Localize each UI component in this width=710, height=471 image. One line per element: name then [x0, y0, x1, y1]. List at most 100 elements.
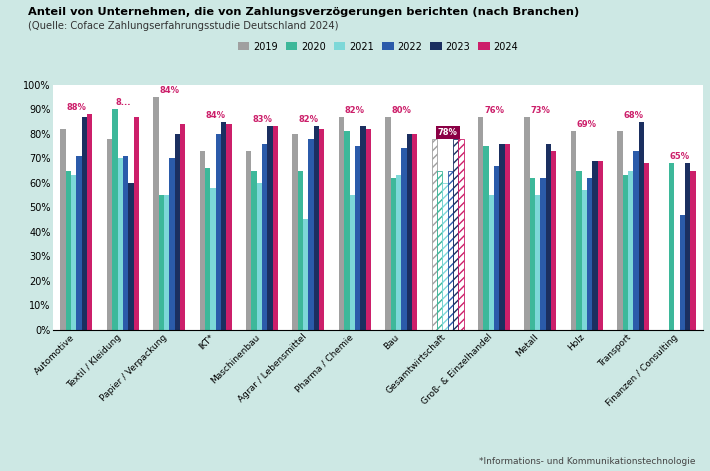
- Bar: [540, 178, 546, 330]
- Bar: [349, 195, 355, 330]
- Bar: [355, 146, 360, 330]
- Bar: [133, 117, 139, 330]
- Text: 68%: 68%: [623, 111, 643, 120]
- Bar: [314, 126, 319, 330]
- Bar: [262, 144, 268, 330]
- Bar: [581, 190, 587, 330]
- Bar: [412, 134, 417, 330]
- Bar: [106, 138, 112, 330]
- Bar: [175, 134, 180, 330]
- Bar: [546, 144, 551, 330]
- Bar: [226, 124, 231, 330]
- Text: 73%: 73%: [530, 106, 550, 114]
- Bar: [129, 183, 133, 330]
- Bar: [551, 151, 557, 330]
- Bar: [401, 148, 407, 330]
- Bar: [628, 171, 633, 330]
- Text: (Quelle: Coface Zahlungserfahrungsstudie Deutschland 2024): (Quelle: Coface Zahlungserfahrungsstudie…: [28, 21, 339, 31]
- Bar: [268, 126, 273, 330]
- Bar: [453, 138, 459, 330]
- Bar: [638, 122, 644, 330]
- Bar: [499, 144, 505, 330]
- Bar: [571, 131, 577, 330]
- Bar: [66, 171, 71, 330]
- Bar: [158, 195, 164, 330]
- Text: 8...: 8...: [115, 98, 131, 107]
- Text: 84%: 84%: [159, 86, 179, 95]
- Bar: [432, 138, 437, 330]
- Text: *Informations- und Kommunikationstechnologie: *Informations- und Kommunikationstechnol…: [479, 457, 696, 466]
- Bar: [623, 175, 628, 330]
- Bar: [644, 163, 650, 330]
- Bar: [669, 163, 674, 330]
- Bar: [679, 215, 685, 330]
- Bar: [71, 175, 77, 330]
- Text: 82%: 82%: [345, 106, 365, 114]
- Bar: [339, 117, 344, 330]
- Bar: [386, 117, 391, 330]
- Legend: 2019, 2020, 2021, 2022, 2023, 2024: 2019, 2020, 2021, 2022, 2023, 2024: [234, 38, 523, 56]
- Bar: [164, 195, 169, 330]
- Bar: [685, 163, 690, 330]
- Bar: [200, 151, 205, 330]
- Bar: [494, 166, 499, 330]
- Bar: [478, 117, 484, 330]
- Bar: [488, 195, 494, 330]
- Bar: [319, 129, 324, 330]
- Bar: [251, 171, 257, 330]
- Bar: [153, 97, 158, 330]
- Text: Anteil von Unternehmen, die von Zahlungsverzögerungen berichten (nach Branchen): Anteil von Unternehmen, die von Zahlungs…: [28, 7, 579, 17]
- Bar: [442, 183, 448, 330]
- Bar: [617, 131, 623, 330]
- Text: 65%: 65%: [670, 152, 689, 161]
- Bar: [587, 178, 592, 330]
- Bar: [633, 151, 638, 330]
- Text: 76%: 76%: [484, 106, 504, 114]
- Bar: [535, 195, 540, 330]
- Bar: [391, 178, 396, 330]
- Bar: [60, 129, 66, 330]
- Bar: [112, 109, 118, 330]
- Bar: [87, 114, 92, 330]
- Bar: [598, 161, 603, 330]
- Bar: [123, 156, 129, 330]
- Bar: [118, 158, 123, 330]
- Bar: [505, 144, 510, 330]
- Bar: [396, 175, 401, 330]
- Bar: [360, 126, 366, 330]
- Bar: [82, 117, 87, 330]
- Bar: [169, 158, 175, 330]
- Bar: [437, 171, 442, 330]
- Bar: [525, 117, 530, 330]
- Bar: [530, 178, 535, 330]
- Bar: [303, 219, 308, 330]
- Text: 83%: 83%: [252, 115, 272, 124]
- Text: 69%: 69%: [577, 121, 597, 130]
- Bar: [448, 171, 453, 330]
- Bar: [210, 187, 216, 330]
- Bar: [221, 122, 226, 330]
- Bar: [246, 151, 251, 330]
- Text: 84%: 84%: [206, 111, 226, 120]
- Text: 82%: 82%: [298, 115, 319, 124]
- Bar: [257, 183, 262, 330]
- Bar: [407, 134, 412, 330]
- Bar: [366, 129, 371, 330]
- Bar: [577, 171, 581, 330]
- Bar: [344, 131, 349, 330]
- Bar: [297, 171, 303, 330]
- Bar: [216, 134, 221, 330]
- Bar: [459, 138, 464, 330]
- Bar: [205, 168, 210, 330]
- Bar: [293, 134, 297, 330]
- Bar: [690, 171, 696, 330]
- Bar: [308, 138, 314, 330]
- Text: 80%: 80%: [391, 106, 411, 114]
- Bar: [592, 161, 598, 330]
- Bar: [484, 146, 488, 330]
- Text: 78%: 78%: [438, 128, 458, 137]
- Bar: [273, 126, 278, 330]
- Bar: [180, 124, 185, 330]
- Text: 88%: 88%: [67, 103, 87, 112]
- Bar: [77, 156, 82, 330]
